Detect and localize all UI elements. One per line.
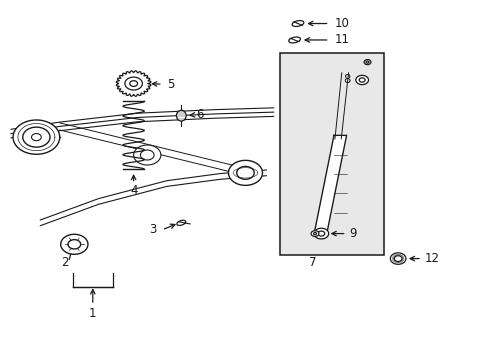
Bar (279, 53, 383, 255)
Text: 8: 8 (343, 73, 350, 86)
Polygon shape (133, 145, 161, 165)
Text: 10: 10 (334, 17, 348, 30)
Polygon shape (31, 134, 41, 141)
Polygon shape (13, 120, 60, 154)
Polygon shape (366, 61, 368, 63)
Text: 6: 6 (196, 108, 203, 121)
Polygon shape (310, 231, 318, 237)
Text: 5: 5 (166, 78, 174, 91)
Polygon shape (389, 253, 405, 264)
Polygon shape (129, 81, 137, 86)
Text: 12: 12 (424, 252, 439, 265)
Polygon shape (364, 60, 370, 64)
Text: 9: 9 (348, 227, 356, 240)
Polygon shape (314, 135, 346, 232)
Polygon shape (355, 75, 368, 85)
Text: 7: 7 (308, 256, 316, 269)
Polygon shape (317, 231, 324, 236)
Polygon shape (313, 233, 316, 235)
Polygon shape (23, 127, 50, 147)
Polygon shape (68, 240, 81, 249)
Text: 2: 2 (61, 256, 68, 269)
Ellipse shape (177, 220, 185, 225)
Polygon shape (359, 78, 365, 82)
Polygon shape (236, 166, 254, 179)
Polygon shape (61, 234, 88, 254)
Polygon shape (313, 228, 328, 239)
Text: 1: 1 (89, 307, 96, 320)
Text: 11: 11 (334, 33, 349, 46)
Polygon shape (228, 160, 262, 185)
Polygon shape (393, 256, 401, 261)
Ellipse shape (291, 21, 303, 27)
Polygon shape (124, 77, 142, 90)
Polygon shape (140, 150, 154, 160)
Ellipse shape (176, 111, 186, 121)
Text: 4: 4 (130, 184, 137, 197)
Ellipse shape (288, 37, 300, 43)
Text: 3: 3 (149, 223, 157, 236)
